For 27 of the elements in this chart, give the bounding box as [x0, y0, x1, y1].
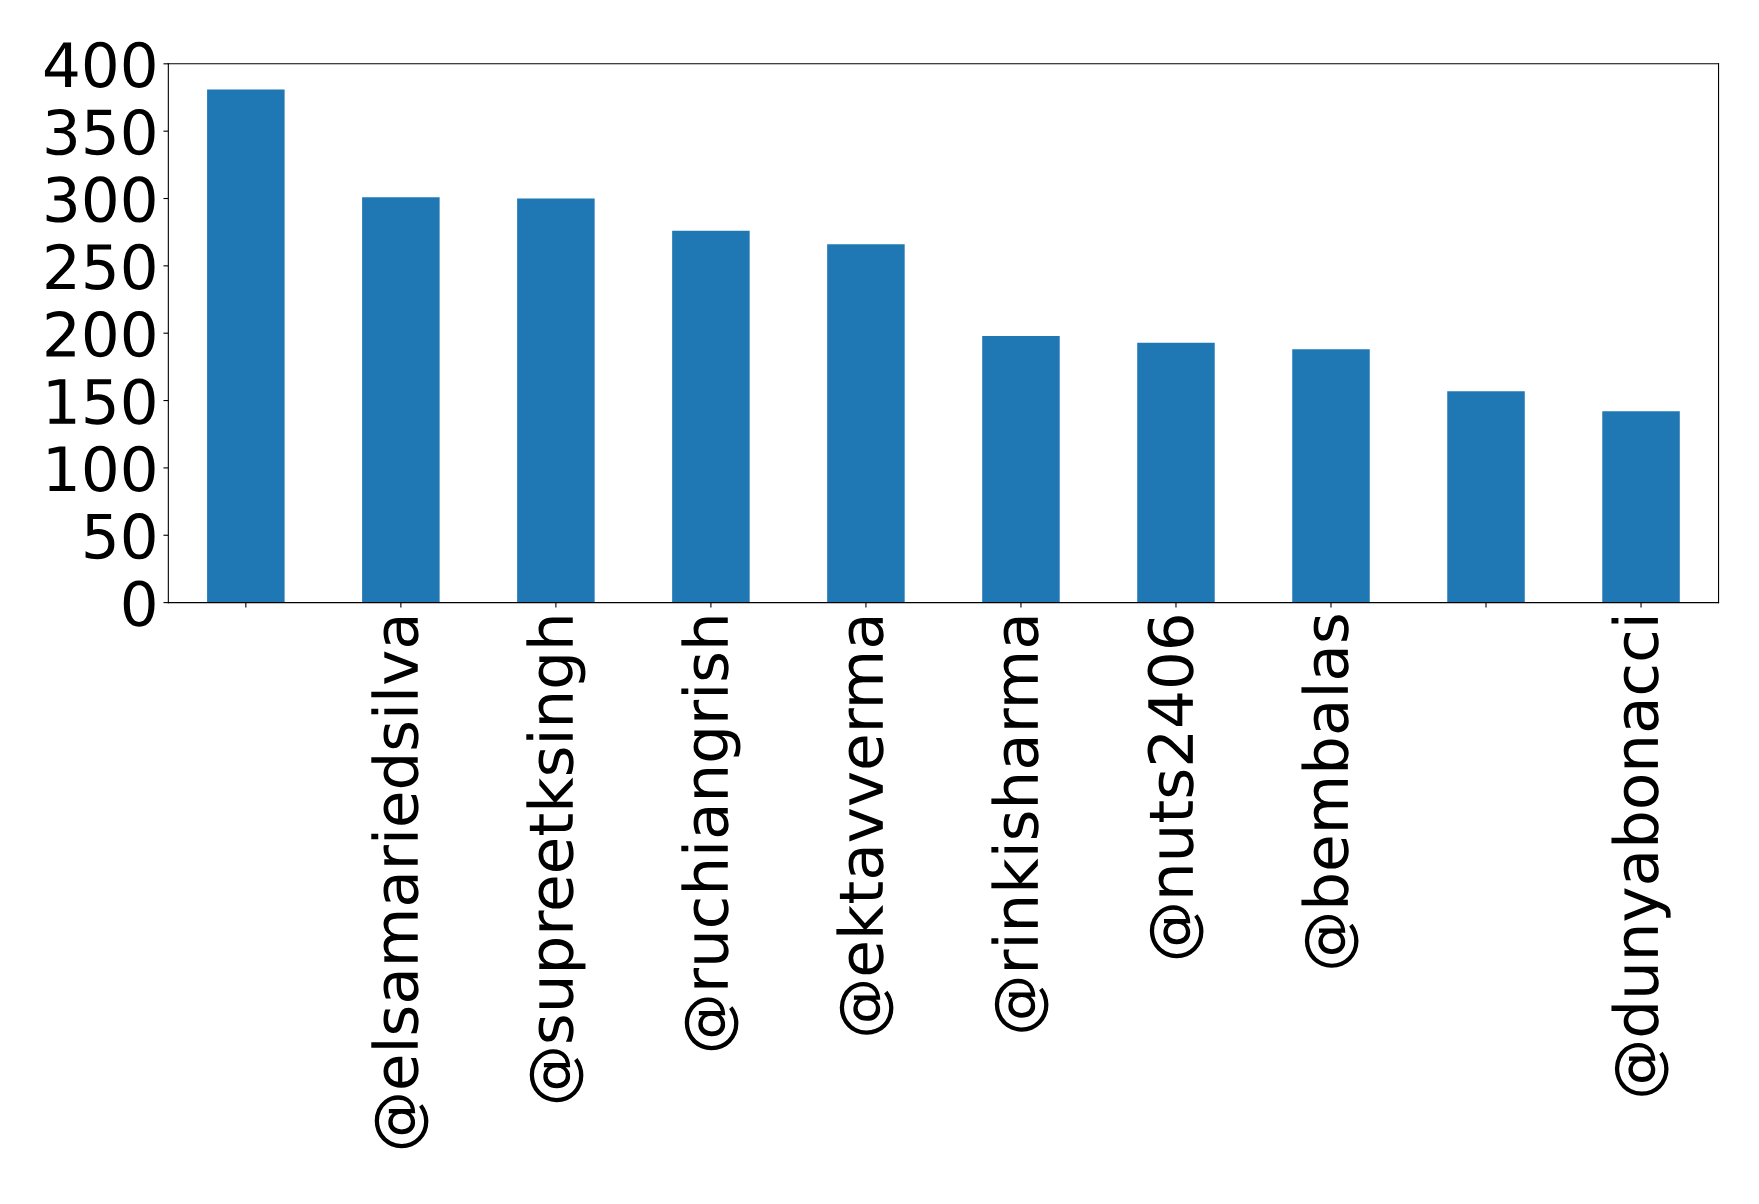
x-tick-label: @supreetksingh — [526, 617, 586, 1103]
bar — [672, 230, 750, 603]
x-tick-label: @ruchiangrish — [681, 617, 741, 1051]
y-tick-label: 0 — [123, 580, 155, 627]
x-tick-label: @elsamariedsilva — [371, 617, 429, 1149]
bar — [982, 335, 1060, 603]
x-tick-label: @dunyabonacci — [1611, 618, 1671, 1096]
x-tick-label: @ektavverma — [836, 617, 894, 1035]
bar — [1137, 342, 1215, 603]
y-tick-label: 150 — [48, 378, 155, 425]
y-tick-label: 100 — [48, 445, 155, 492]
x-tick-label: @nuts2406 — [1147, 616, 1204, 959]
bar — [517, 198, 595, 603]
bar — [362, 197, 440, 603]
bar — [827, 244, 905, 603]
y-tick-label: 400 — [44, 41, 155, 88]
bar — [207, 89, 285, 603]
y-tick-label: 300 — [46, 176, 155, 223]
x-tick-label: @bembalas — [1301, 615, 1359, 968]
y-tick-label: 350 — [46, 109, 155, 156]
bar — [1447, 391, 1525, 603]
bar — [1602, 411, 1680, 603]
y-tick-label: 250 — [46, 243, 155, 290]
y-tick-label: 50 — [85, 513, 155, 560]
y-tick-label: 200 — [46, 311, 155, 358]
x-tick-label: @rinkisharma — [991, 617, 1049, 1032]
bar — [1292, 349, 1370, 603]
